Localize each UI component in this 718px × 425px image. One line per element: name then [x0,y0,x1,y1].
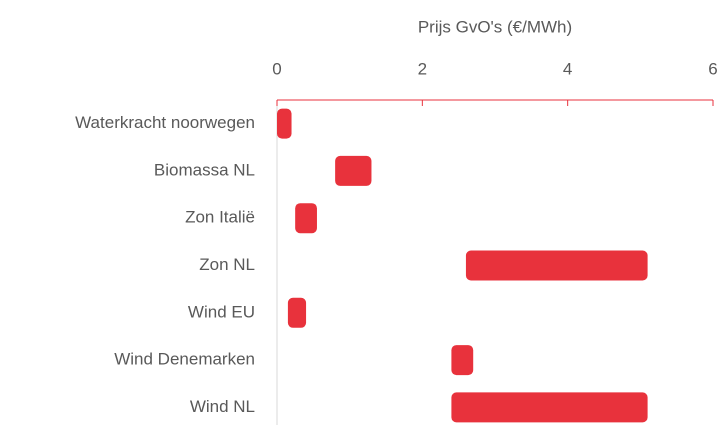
bar [277,108,292,139]
y-tick-label: Zon Italië [185,208,255,227]
x-tick-label: 0 [272,59,281,78]
bar [451,345,474,376]
x-tick-label: 2 [418,59,427,78]
x-tick-label: 6 [708,59,717,78]
y-tick-label: Wind Denemarken [114,350,255,369]
x-tick-label: 4 [563,59,572,78]
bar [335,155,372,186]
bar [295,203,317,234]
y-tick-label: Biomassa NL [154,160,255,179]
y-tick-label: Zon NL [199,255,255,274]
y-tick-label: Wind NL [190,397,255,416]
bar [451,392,648,423]
bar [465,250,648,281]
y-tick-label: Wind EU [188,302,255,321]
chart-title: Prijs GvO's (€/MWh) [418,17,572,36]
y-tick-label: Waterkracht noorwegen [75,113,255,132]
bar [287,297,307,328]
